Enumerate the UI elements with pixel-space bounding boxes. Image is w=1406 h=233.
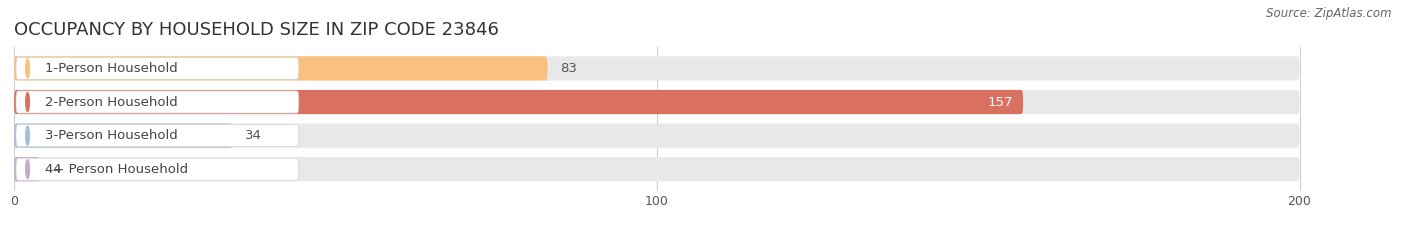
FancyBboxPatch shape: [14, 123, 232, 148]
FancyBboxPatch shape: [15, 91, 299, 113]
FancyBboxPatch shape: [14, 90, 1024, 114]
FancyBboxPatch shape: [14, 123, 1299, 148]
Circle shape: [25, 126, 30, 145]
Text: 3-Person Household: 3-Person Household: [45, 129, 177, 142]
Circle shape: [25, 160, 30, 179]
FancyBboxPatch shape: [15, 158, 299, 180]
FancyBboxPatch shape: [15, 57, 299, 79]
FancyBboxPatch shape: [14, 90, 1299, 114]
Circle shape: [25, 93, 30, 111]
FancyBboxPatch shape: [14, 56, 547, 81]
FancyBboxPatch shape: [14, 56, 1299, 81]
Text: 1-Person Household: 1-Person Household: [45, 62, 177, 75]
FancyBboxPatch shape: [15, 125, 299, 147]
Text: Source: ZipAtlas.com: Source: ZipAtlas.com: [1267, 7, 1392, 20]
FancyBboxPatch shape: [14, 157, 39, 181]
Text: 4+ Person Household: 4+ Person Household: [45, 163, 188, 176]
Text: OCCUPANCY BY HOUSEHOLD SIZE IN ZIP CODE 23846: OCCUPANCY BY HOUSEHOLD SIZE IN ZIP CODE …: [14, 21, 499, 39]
Text: 83: 83: [561, 62, 578, 75]
Text: 2-Person Household: 2-Person Household: [45, 96, 177, 109]
Text: 4: 4: [52, 163, 60, 176]
Text: 34: 34: [246, 129, 263, 142]
Circle shape: [25, 59, 30, 78]
Text: 157: 157: [988, 96, 1014, 109]
FancyBboxPatch shape: [14, 157, 1299, 181]
